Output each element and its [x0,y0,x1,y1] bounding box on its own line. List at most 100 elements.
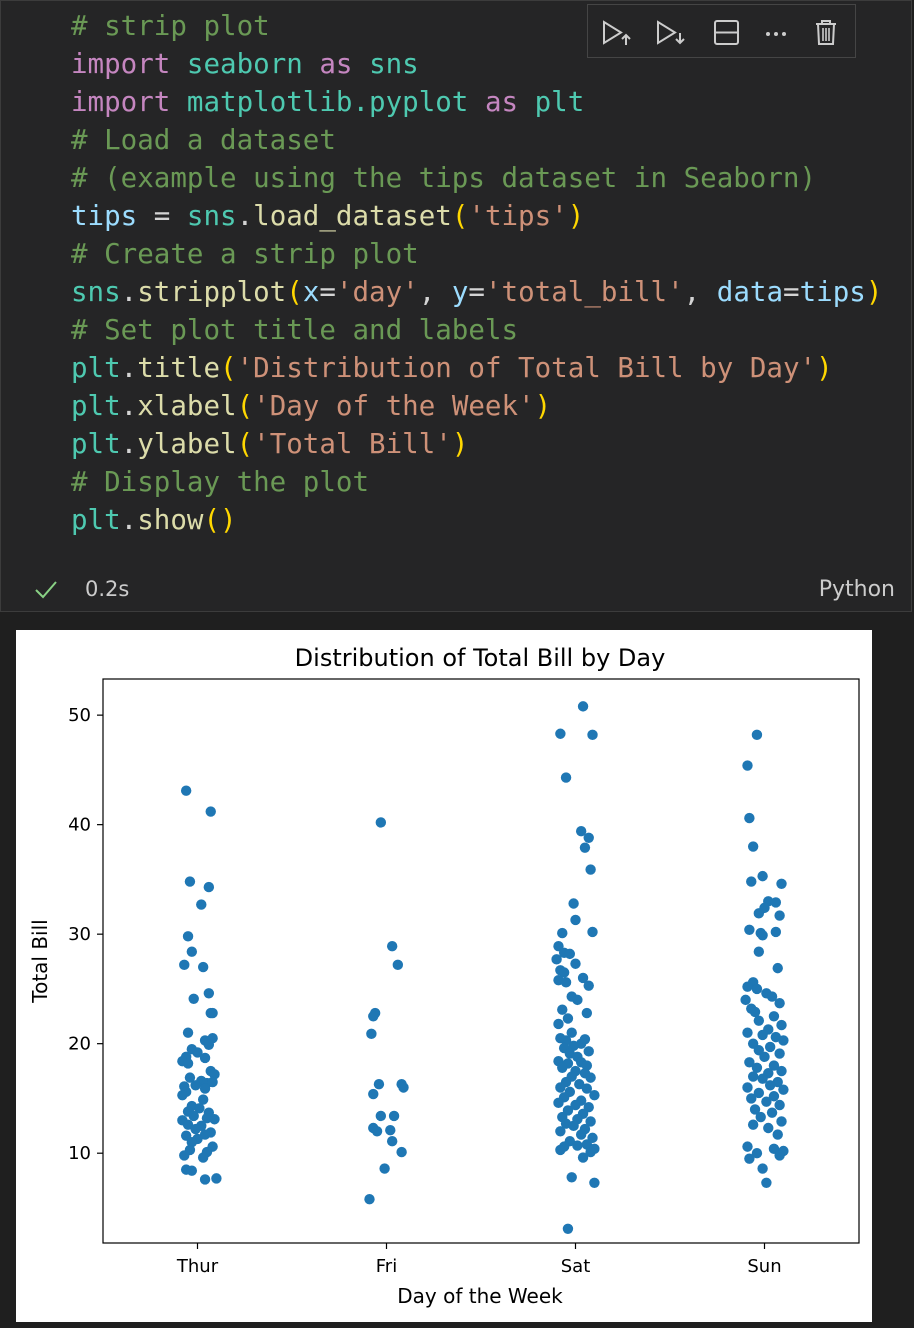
code-token: plt [71,390,121,422]
data-point [774,1048,785,1059]
notebook-cell[interactable]: # strip plot import seaborn as sns import … [0,0,912,612]
code-token [468,86,485,118]
data-point [768,1011,780,1022]
data-point [749,1104,761,1115]
split-cell-button[interactable] [706,13,746,51]
data-point [555,1144,566,1156]
data-point [759,1051,770,1063]
code-line[interactable]: plt.show() [71,501,882,539]
code-token [353,48,370,80]
code-token: ylabel [137,428,237,460]
strip-plot: Distribution of Total Bill by Day 10 20 30… [28,644,860,1308]
data-point [585,1072,596,1083]
code-line[interactable]: import matplotlib.pyplot as plt [71,83,882,121]
execute-below-button[interactable] [648,13,688,51]
delete-cell-button[interactable] [806,13,846,51]
code-line[interactable]: plt.ylabel('Total Bill') [71,425,882,463]
cell-status-bar: 0.2s Python [1,567,913,611]
code-token: matplotlib.pyplot [186,86,469,118]
code-token: ( [236,390,254,422]
code-token: ) [567,200,585,232]
data-point [386,941,398,952]
code-line[interactable]: # Set plot title and labels [71,311,882,349]
data-point [774,910,785,921]
code-line[interactable]: # strip plot [71,7,882,45]
y-tick-label: 50 [68,705,91,726]
code-token: # (example using the tips dataset in Sea… [71,162,817,194]
data-point [761,1177,772,1188]
data-point [182,1027,194,1038]
data-point [770,926,782,938]
code-line[interactable]: sns.stripplot(x='day', y='total_bill', d… [71,273,882,311]
data-point [753,1015,765,1026]
code-token: stripplot [137,276,287,308]
code-token: . [120,428,138,460]
data-point [179,1150,190,1161]
data-point [766,991,778,1002]
code-line[interactable]: # Display the plot [71,463,882,501]
data-point [774,1150,785,1161]
code-token: load_dataset [253,200,452,232]
data-point [205,806,216,817]
code-token: tips [799,276,866,308]
data-point [583,1046,594,1057]
data-point [207,1007,218,1019]
code-line[interactable]: # Create a strip plot [71,235,882,273]
code-token: plt [71,428,121,460]
data-point [392,959,404,971]
data-point [768,1060,780,1071]
data-point [184,1072,196,1083]
cell-toolbar [587,4,856,58]
code-line[interactable]: import seaborn as sns [71,45,882,83]
code-token: 'tips' [468,200,568,232]
data-point [757,930,768,941]
data-point [579,1034,591,1045]
code-line[interactable]: plt.title('Distribution of Total Bill by… [71,349,882,387]
data-point [770,897,782,908]
data-point [570,1099,581,1111]
data-point [751,1147,763,1159]
data-point [557,1004,568,1015]
y-axis: 10 20 30 40 50 [68,705,103,1164]
data-point [368,1088,379,1100]
data-point [207,1076,218,1088]
code-line[interactable]: # Load a dataset [71,121,882,159]
code-token: title [137,352,221,384]
data-point [744,812,755,824]
execute-above-button[interactable] [592,13,632,51]
data-point [386,1135,398,1147]
data-point [581,1007,593,1019]
data-point [778,1035,789,1046]
data-point [188,993,199,1004]
more-actions-button[interactable] [758,13,798,51]
code-token: tips [71,200,138,232]
data-point [572,994,583,1006]
data-point [772,962,783,974]
code-token: = [468,276,485,308]
data-point [744,1057,755,1068]
data-point [751,983,763,995]
code-line[interactable]: tips = sns.load_dataset('tips') [71,197,882,235]
x-tick-label: Sun [747,1256,781,1277]
data-point [585,864,596,875]
data-point [583,832,594,843]
language-indicator[interactable]: Python [818,577,895,602]
data-point [575,1129,587,1140]
data-point [744,924,755,935]
code-token: = [783,276,800,308]
data-point [753,946,765,957]
data-point [742,1027,753,1038]
code-line[interactable]: # (example using the tips dataset in Sea… [71,159,882,197]
data-point [763,1122,774,1134]
code-token: # Set plot title and labels [71,314,519,346]
data-point [776,878,787,889]
code-token: plt [71,504,121,536]
code-line[interactable]: plt.xlabel('Day of the Week') [71,387,882,425]
data-point [375,1110,387,1122]
data-point [753,908,765,919]
code-token: sns [369,48,419,80]
code-editor[interactable]: # strip plot import seaborn as sns import … [71,7,882,539]
code-token [303,48,320,80]
code-token: as [319,48,353,80]
data-point [551,954,562,965]
